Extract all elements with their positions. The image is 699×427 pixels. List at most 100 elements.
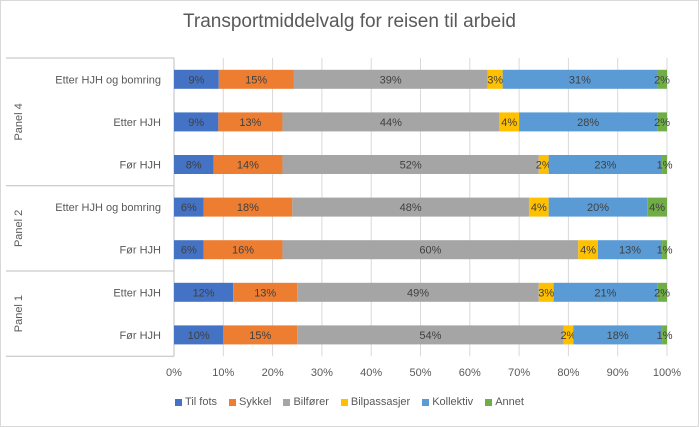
data-label: 18% bbox=[607, 330, 629, 342]
data-label: 2% bbox=[536, 160, 552, 172]
legend-item: Annet bbox=[485, 396, 524, 408]
data-label: 13% bbox=[239, 117, 261, 129]
legend-swatch bbox=[175, 398, 183, 406]
bar-segment bbox=[657, 112, 667, 132]
bar-segment bbox=[282, 112, 500, 132]
legend-label: Kollektiv bbox=[432, 396, 474, 408]
bar-segment bbox=[174, 69, 219, 89]
data-label: 4% bbox=[580, 245, 596, 257]
bar-segment bbox=[203, 240, 283, 260]
data-label: 15% bbox=[249, 330, 271, 342]
bar-segment bbox=[662, 240, 667, 260]
group-label: Panel 2 bbox=[13, 210, 25, 247]
bar-segment bbox=[563, 325, 574, 345]
data-label: 1% bbox=[657, 330, 673, 342]
data-label: 49% bbox=[407, 287, 429, 299]
legend-swatch bbox=[422, 398, 430, 406]
bar-segment bbox=[573, 325, 663, 345]
data-label: 2% bbox=[560, 330, 576, 342]
legend-item: Kollektiv bbox=[422, 396, 473, 408]
data-label: 6% bbox=[181, 245, 197, 257]
legend-label: Bilpassasjer bbox=[350, 396, 411, 408]
data-label: 13% bbox=[619, 245, 641, 257]
bar-segment bbox=[282, 155, 539, 174]
x-tick-label: 40% bbox=[360, 367, 382, 379]
category-label: Etter HJH og bomring bbox=[55, 74, 161, 86]
bar-segment bbox=[174, 325, 224, 345]
data-label: 8% bbox=[186, 160, 202, 172]
data-label: 2% bbox=[654, 117, 670, 129]
data-label: 9% bbox=[188, 117, 204, 129]
data-label: 9% bbox=[188, 74, 204, 86]
bar-segment bbox=[223, 325, 298, 345]
bar-segment bbox=[297, 325, 564, 345]
data-label: 2% bbox=[654, 74, 670, 86]
data-label: 12% bbox=[193, 287, 215, 299]
legend-label: Bilfører bbox=[293, 396, 329, 408]
bar-segment bbox=[528, 197, 549, 217]
bar-segment bbox=[282, 240, 579, 260]
data-label: 31% bbox=[569, 74, 591, 86]
x-tick-label: 50% bbox=[409, 367, 431, 379]
bar-segment bbox=[502, 69, 658, 89]
bar-segment bbox=[174, 197, 204, 217]
bar-segment bbox=[538, 282, 554, 302]
bar-segment bbox=[487, 69, 503, 89]
x-tick-label: 100% bbox=[653, 367, 681, 379]
legend-label: Annet bbox=[495, 396, 524, 408]
bar-segment bbox=[578, 240, 598, 260]
data-label: 3% bbox=[538, 287, 554, 299]
data-label: 28% bbox=[577, 117, 599, 129]
data-label: 16% bbox=[232, 245, 254, 257]
chart-legend: Til fots Sykkel Bilfører Bilpassasjer Kollek… bbox=[0, 396, 699, 408]
category-label: Før HJH bbox=[119, 330, 161, 342]
data-label: 13% bbox=[254, 287, 276, 299]
bar-segment bbox=[553, 282, 658, 302]
bar-segment bbox=[174, 240, 204, 260]
data-label: 54% bbox=[419, 330, 441, 342]
legend-label: Til fots bbox=[185, 396, 218, 408]
legend-label: Sykkel bbox=[239, 396, 272, 408]
category-label: Etter HJH bbox=[113, 117, 161, 129]
x-tick-label: 10% bbox=[212, 367, 234, 379]
legend-swatch bbox=[229, 398, 237, 406]
bar-segment bbox=[662, 325, 667, 345]
x-tick-label: 80% bbox=[557, 367, 579, 379]
data-label: 21% bbox=[594, 287, 616, 299]
bar-segment bbox=[213, 155, 283, 174]
bar-segment bbox=[174, 282, 234, 302]
legend-item: Til fots bbox=[175, 396, 217, 408]
data-label: 39% bbox=[380, 74, 402, 86]
category-label: Før HJH bbox=[119, 160, 161, 172]
data-label: 14% bbox=[237, 160, 259, 172]
data-label: 6% bbox=[181, 202, 197, 214]
bar-segment bbox=[657, 282, 667, 302]
data-label: 4% bbox=[531, 202, 547, 214]
bar-segment bbox=[548, 155, 663, 174]
bar-segment bbox=[538, 155, 549, 174]
data-label: 1% bbox=[657, 245, 673, 257]
data-label: 52% bbox=[400, 160, 422, 172]
data-label: 2% bbox=[654, 287, 670, 299]
bar-segment bbox=[174, 155, 214, 174]
group-label: Panel 4 bbox=[13, 103, 25, 140]
category-label: Etter HJH og bomring bbox=[55, 202, 161, 214]
bar-segment bbox=[519, 112, 658, 132]
bar-segment bbox=[218, 112, 283, 132]
x-tick-label: 90% bbox=[607, 367, 629, 379]
bar-segment bbox=[233, 282, 298, 302]
x-tick-label: 30% bbox=[311, 367, 333, 379]
legend-swatch bbox=[283, 398, 291, 406]
data-label: 18% bbox=[237, 202, 259, 214]
group-label: Panel 1 bbox=[13, 295, 25, 332]
data-label: 4% bbox=[649, 202, 665, 214]
bar-segment bbox=[548, 197, 648, 217]
bar-segment bbox=[203, 197, 293, 217]
category-label: Etter HJH bbox=[113, 287, 161, 299]
legend-swatch bbox=[340, 398, 348, 406]
x-tick-label: 20% bbox=[262, 367, 284, 379]
data-label: 1% bbox=[657, 160, 673, 172]
bar-segment bbox=[597, 240, 663, 260]
bar-segment bbox=[662, 155, 667, 174]
chart-title: Transportmiddelvalg for reisen til arbei… bbox=[182, 11, 516, 32]
